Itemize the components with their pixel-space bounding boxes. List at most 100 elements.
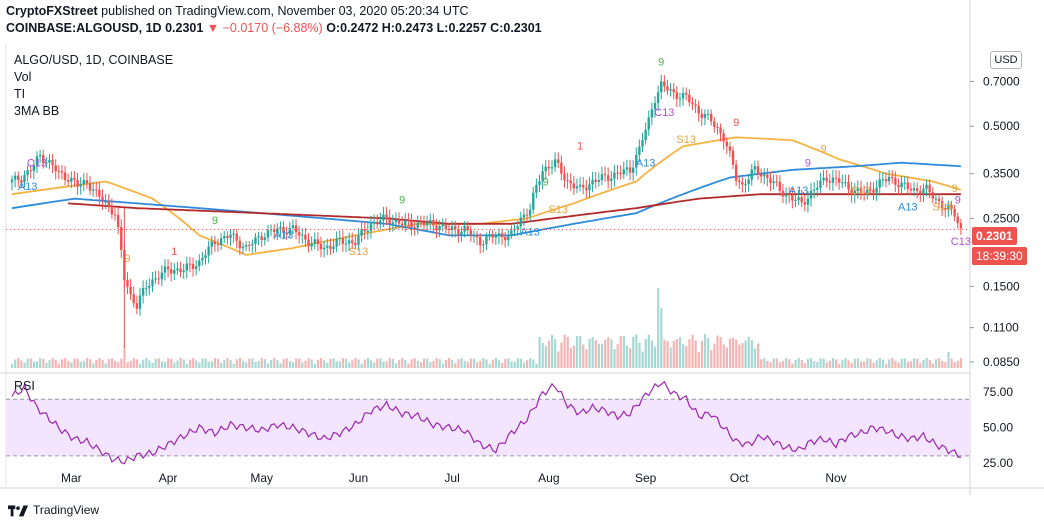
volume-bar	[941, 360, 944, 368]
volume-bar	[644, 339, 647, 368]
candle-body	[425, 222, 429, 226]
volume-bar	[956, 360, 959, 368]
volume-bar	[20, 360, 23, 368]
candle-body	[806, 198, 810, 205]
volume-bar	[959, 358, 963, 368]
legend-item-ti[interactable]: TI	[14, 87, 26, 101]
volume-bar	[641, 351, 644, 368]
volume-bar	[934, 359, 938, 368]
candle-body	[182, 270, 185, 273]
td-sequential-label: 1	[171, 246, 177, 258]
candle-body	[688, 94, 691, 103]
volume-bar	[647, 334, 650, 368]
td-sequential-label: 9	[820, 144, 826, 156]
volume-bar	[301, 362, 304, 368]
volume-bar	[903, 358, 906, 368]
volume-bar	[825, 362, 828, 368]
candle-body	[869, 189, 872, 191]
tradingview-logo-icon	[8, 505, 28, 517]
volume-bar	[29, 358, 32, 368]
candle-body	[229, 234, 232, 239]
candle-body	[903, 182, 906, 184]
candle-body	[828, 181, 831, 183]
candle-body	[532, 192, 535, 210]
volume-bar	[413, 358, 416, 368]
rsi-axis-label: 25.00	[983, 456, 1013, 470]
volume-bar	[35, 361, 39, 368]
volume-bar	[416, 360, 419, 368]
candle-body	[510, 230, 513, 235]
volume-bar	[188, 359, 192, 368]
volume-bar	[438, 359, 441, 368]
legend-symbol[interactable]: ALGO/USD, 1D, COINBASE	[14, 53, 174, 67]
volume-bar	[803, 363, 807, 368]
candle-body	[528, 209, 532, 216]
time-axis-label: Aug	[538, 471, 559, 485]
volume-bar	[535, 363, 538, 368]
volume-bar	[410, 359, 413, 368]
volume-bar	[73, 358, 76, 368]
candle-body	[42, 155, 45, 164]
volume-bar	[863, 361, 866, 368]
candle-body	[619, 172, 622, 175]
volume-bar	[120, 358, 123, 368]
volume-bar	[856, 358, 860, 368]
price-axis-label: 0.3500	[983, 167, 1020, 181]
volume-bar	[229, 359, 232, 368]
candle-body	[766, 174, 769, 179]
candle-body	[460, 231, 463, 235]
candle-body	[304, 234, 307, 240]
volume-bar	[148, 360, 151, 368]
candle-body	[594, 179, 597, 182]
volume-bar	[107, 359, 110, 368]
volume-bar	[600, 343, 604, 368]
candle-body	[763, 174, 766, 177]
volume-bar	[332, 358, 335, 368]
candle-body	[847, 182, 850, 190]
volume-bar	[538, 337, 541, 368]
candle-body	[741, 182, 744, 185]
candle-body	[503, 236, 507, 241]
candle-body	[497, 233, 501, 237]
volume-bar	[182, 359, 185, 368]
volume-bar	[45, 363, 48, 368]
volume-bar	[850, 362, 853, 368]
price-axis-label: 0.1100	[983, 321, 1019, 335]
candle-body	[322, 247, 326, 250]
volume-bar	[157, 358, 160, 368]
volume-bar	[385, 361, 388, 368]
rsi-axis-label: 50.00	[983, 421, 1013, 435]
volume-bar	[672, 340, 675, 368]
volume-bar	[953, 362, 956, 368]
td-sequential-label: A13	[520, 226, 540, 238]
candle-body	[525, 214, 529, 216]
volume-bar	[579, 336, 582, 368]
volume-bar	[694, 340, 697, 368]
legend-item-vol[interactable]: Vol	[14, 70, 32, 84]
volume-bar	[707, 337, 710, 368]
candle-body	[931, 192, 934, 199]
volume-bar	[501, 362, 504, 368]
volume-bar	[241, 360, 245, 368]
currency-button[interactable]: USD	[990, 51, 1022, 69]
candle-body	[335, 238, 338, 247]
candle-body	[925, 184, 928, 189]
candle-body	[407, 220, 410, 222]
volume-bar	[657, 288, 660, 368]
candle-body	[582, 184, 585, 188]
volume-bar	[42, 358, 45, 368]
candle-body	[713, 121, 716, 127]
td-sequential-label: S13	[548, 204, 568, 216]
volume-bar	[629, 348, 632, 368]
td-sequential-label: S13	[932, 202, 952, 214]
volume-bar	[110, 358, 114, 368]
legend-item-3ma-bb[interactable]: 3MA BB	[14, 104, 60, 118]
volume-bar	[884, 363, 888, 368]
volume-bar	[138, 363, 142, 368]
candle-body	[472, 235, 476, 237]
candle-body	[700, 113, 704, 118]
volume-bar	[220, 363, 223, 368]
candle-body	[575, 186, 579, 189]
candle-body	[731, 150, 735, 165]
candle-body	[722, 133, 725, 142]
